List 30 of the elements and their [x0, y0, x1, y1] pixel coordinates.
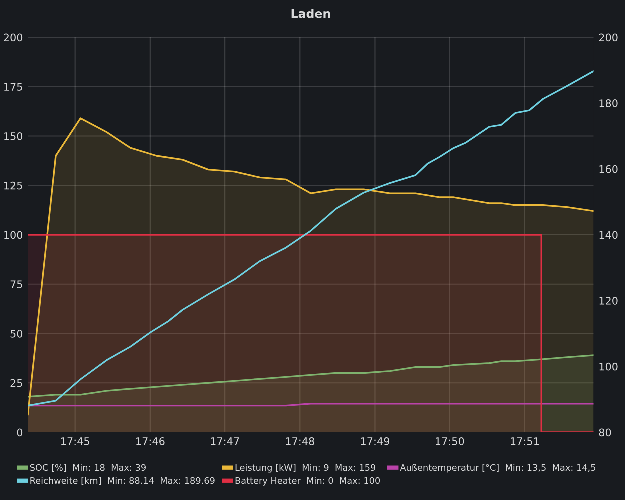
x-tick-label: 17:48: [286, 438, 314, 446]
line-series: [28, 70, 594, 407]
y2-tick-label: 100: [600, 362, 618, 371]
x-tick-label: 17:49: [361, 438, 390, 446]
y-tick-label: 100: [4, 231, 23, 240]
x-tick-label: 17:51: [511, 438, 540, 446]
y2-tick-label: 140: [600, 231, 618, 240]
legend-label: Reichweite [km] Min: 88.14 Max: 189.69: [30, 477, 215, 486]
legend-label: Battery Heater Min: 0 Max: 100: [236, 477, 380, 486]
y-tick-label: 200: [4, 34, 23, 42]
y-tick-label: 0: [17, 428, 23, 437]
chart-title: Laden: [292, 9, 330, 18]
y-tick-label: 175: [4, 83, 22, 91]
y-tick-label: 25: [10, 379, 22, 388]
x-tick-label: 17:47: [211, 438, 240, 446]
y2-tick-label: 160: [600, 165, 618, 174]
y2-tick-label: 120: [600, 297, 618, 305]
y-tick-label: 125: [4, 182, 22, 190]
x-tick-label: 17:45: [61, 438, 90, 446]
y2-tick-label: 200: [599, 34, 618, 42]
x-tick-label: 17:46: [136, 438, 165, 446]
y-tick-label: 150: [4, 132, 23, 140]
legend-label: Außentemperatur [°C] Min: 13,5 Max: 14,5: [400, 464, 596, 473]
y2-tick-label: 180: [600, 100, 618, 108]
y-tick-label: 75: [10, 280, 22, 288]
legend-label: SOC [%] Min: 18 Max: 39: [30, 464, 146, 472]
y-tick-label: 50: [10, 330, 23, 338]
legend-label: Leistung [kW] Min: 9 Max: 159: [236, 464, 376, 473]
x-tick-label: 17:50: [436, 438, 464, 446]
y2-tick-label: 80: [599, 428, 612, 437]
